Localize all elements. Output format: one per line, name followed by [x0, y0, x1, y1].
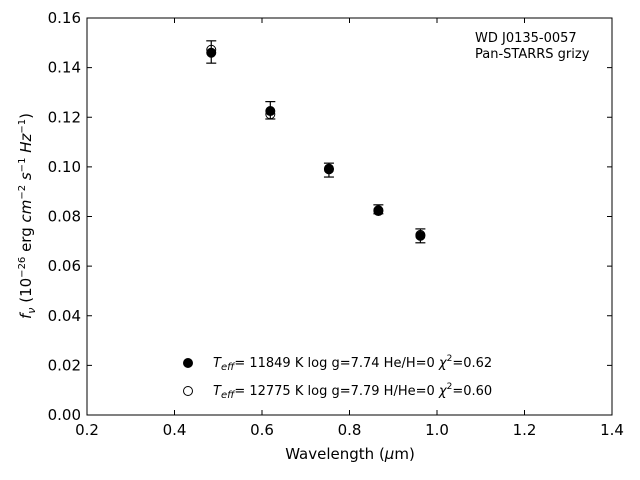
annotation-line-1: WD J0135-0057 [475, 31, 577, 46]
x-tick-label: 0.6 [250, 421, 274, 439]
model-point-filled [323, 164, 334, 175]
y-tick-label: 0.00 [48, 406, 81, 424]
legend-marker-filled [183, 358, 193, 368]
ticks: 0.2 0.4 0.6 0.8 1.0 1.2 1.4 0.00 0.02 0.04 0.06 0.0… [48, 9, 624, 439]
plot-area [86, 17, 613, 416]
model-point-open [373, 206, 384, 217]
x-tick-label: 0.4 [163, 421, 187, 439]
legend-label-1: Teff= 11849 K log g=7.74 He/H=0 χ2=0.62 [213, 354, 492, 373]
model-point-filled [265, 106, 276, 117]
x-tick-label: 1.2 [513, 421, 537, 439]
x-tick-label: 0.2 [75, 421, 99, 439]
y-tick-label: 0.14 [48, 59, 81, 77]
x-tick-label: 1.4 [600, 421, 624, 439]
x-tick-label: 0.8 [338, 421, 362, 439]
x-tick-label: 1.0 [425, 421, 449, 439]
legend-marker-open [183, 386, 193, 396]
y-tick-label: 0.16 [48, 9, 81, 27]
legend: Teff= 11849 K log g=7.74 He/H=0 χ2=0.62 … [183, 354, 492, 401]
model-point-open [265, 109, 276, 120]
model-point-open [415, 229, 426, 240]
annotation-line-2: Pan-STARRS grizy [475, 47, 590, 62]
x-axis-label: Wavelength (μm) [285, 445, 415, 463]
y-tick-label: 0.12 [48, 108, 81, 126]
model-point-open [206, 44, 217, 55]
data-points [206, 44, 426, 241]
model-point-filled [206, 47, 217, 58]
y-tick-label: 0.04 [48, 307, 81, 325]
model-point-filled [373, 205, 384, 216]
y-tick-label: 0.08 [48, 208, 81, 226]
model-point-open [323, 163, 334, 174]
legend-label-2: Teff= 12775 K log g=7.79 H/He=0 χ2=0.60 [213, 382, 492, 401]
y-tick-label: 0.10 [48, 158, 81, 176]
y-axis-label: fν (10−26 erg cm−2 s−1 Hz−1) [17, 113, 38, 319]
y-tick-label: 0.02 [48, 356, 81, 374]
y-tick-label: 0.06 [48, 257, 81, 275]
